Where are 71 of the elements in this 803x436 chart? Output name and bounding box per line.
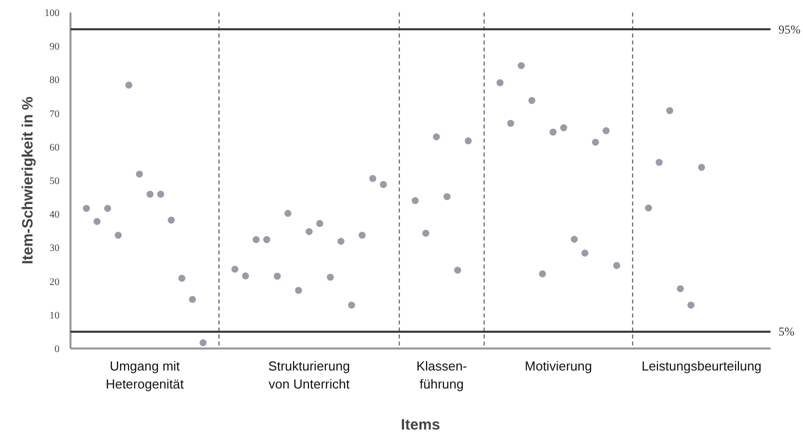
point [454, 266, 462, 274]
point [560, 124, 568, 132]
point [168, 216, 175, 224]
point [444, 193, 451, 200]
point [464, 137, 472, 144]
text: Motivierung [524, 358, 592, 374]
y-tick-label: 70 [50, 108, 60, 120]
point [326, 274, 334, 281]
point [422, 230, 430, 237]
point [125, 82, 132, 89]
point [369, 174, 376, 182]
y-tick-label: 100 [44, 8, 60, 19]
ref-line-label: 5% [778, 324, 794, 339]
point [178, 274, 186, 282]
point [592, 138, 599, 146]
point [284, 210, 292, 217]
y-tick-label: 10 [50, 310, 60, 322]
point [538, 270, 546, 278]
point [602, 127, 610, 134]
point [656, 158, 663, 166]
y-tick-label: 0 [54, 344, 60, 355]
point [146, 190, 154, 198]
point [570, 236, 578, 243]
point [358, 232, 366, 239]
y-tick-label: 40 [50, 210, 60, 221]
point [348, 302, 356, 309]
point [306, 228, 313, 236]
point [613, 262, 620, 269]
point [550, 128, 557, 136]
point [263, 236, 270, 244]
point [496, 79, 504, 86]
point [528, 97, 536, 104]
point [231, 266, 238, 273]
y-tick-label: 80 [50, 75, 60, 86]
point [337, 238, 344, 245]
point [698, 164, 706, 171]
x-axis-title: Items [400, 416, 440, 434]
point [316, 220, 324, 227]
point [274, 272, 281, 280]
point [136, 170, 143, 178]
point [666, 107, 674, 114]
point [687, 302, 694, 309]
point [380, 181, 387, 188]
point [157, 190, 164, 198]
point [645, 204, 652, 212]
ref-line-label: 95% [778, 22, 800, 36]
point [518, 62, 525, 70]
point [412, 197, 419, 204]
point [252, 236, 260, 244]
y-tick-label: 50 [50, 176, 60, 187]
point [432, 133, 440, 140]
point [82, 204, 90, 212]
text: Klassen- führung [416, 358, 467, 392]
point [581, 250, 588, 257]
text: Umgang mit Heterogenität [106, 358, 184, 392]
y-tick-label: 30 [50, 243, 60, 254]
point [200, 339, 207, 346]
point [114, 232, 122, 239]
y-tick-label: 60 [50, 142, 60, 154]
y-tick-label: 20 [50, 276, 60, 288]
point [104, 204, 112, 212]
point [676, 285, 684, 292]
point [507, 120, 514, 127]
y-axis-title: Item-Schwierigkeit in % [20, 96, 36, 264]
text: Leistungsbeurteilung [642, 358, 762, 374]
point [188, 296, 196, 303]
point [94, 218, 101, 225]
point [295, 286, 302, 294]
text: Strukturierung von Unterricht [268, 358, 350, 392]
y-tick-label: 90 [50, 42, 60, 53]
point [242, 272, 249, 280]
